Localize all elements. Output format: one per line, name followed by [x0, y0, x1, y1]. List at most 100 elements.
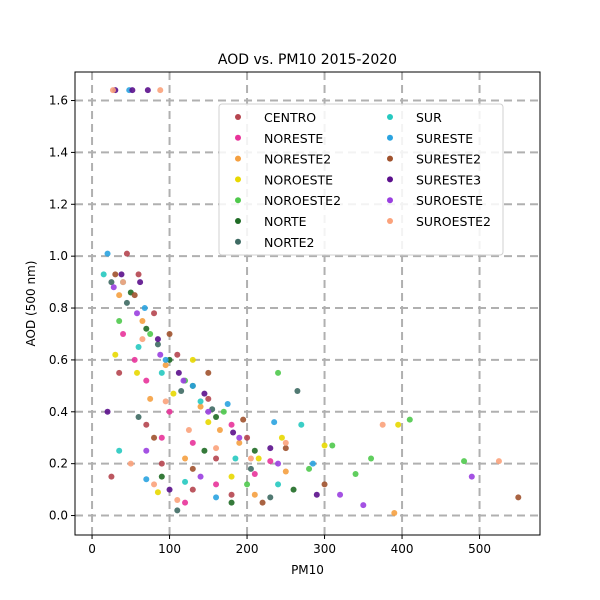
data-point — [275, 460, 282, 467]
legend-label: NORTE — [264, 214, 307, 229]
data-point — [147, 395, 154, 402]
data-point — [230, 429, 237, 436]
data-point — [135, 343, 142, 350]
data-point — [189, 486, 196, 493]
series-noroeste — [112, 351, 402, 496]
legend-marker — [235, 238, 241, 245]
data-point — [251, 471, 258, 478]
data-point — [166, 330, 173, 337]
legend-label: NOROESTE — [264, 172, 333, 187]
data-point — [144, 87, 151, 94]
data-point — [135, 413, 142, 420]
data-point — [123, 250, 130, 257]
data-point — [134, 310, 140, 317]
data-point — [175, 369, 182, 376]
legend-box — [218, 103, 504, 256]
data-point — [290, 486, 297, 493]
data-point — [197, 473, 204, 480]
data-point — [180, 377, 187, 384]
data-point — [228, 421, 235, 428]
data-point — [267, 458, 274, 465]
data-point — [205, 369, 212, 376]
plot-frame — [74, 71, 541, 536]
legend-marker — [235, 134, 241, 141]
data-point — [282, 468, 289, 475]
data-point — [309, 460, 316, 467]
data-point — [240, 416, 247, 423]
data-point — [157, 351, 164, 358]
data-point — [116, 369, 123, 376]
data-point — [282, 445, 289, 452]
data-point — [213, 413, 220, 420]
series-sureste2 — [112, 271, 522, 506]
data-point — [127, 460, 134, 467]
data-point — [116, 292, 123, 299]
data-point — [228, 473, 235, 480]
data-point — [294, 388, 301, 395]
data-point — [166, 408, 173, 415]
data-point — [306, 465, 313, 472]
series-centro — [108, 250, 251, 498]
y-tick-label: 1.6 — [49, 94, 68, 108]
data-point — [151, 310, 158, 317]
data-point — [112, 351, 119, 358]
legend-label: SURESTE3 — [416, 172, 481, 187]
x-tick-label: 200 — [236, 542, 259, 556]
data-point — [143, 447, 150, 454]
data-point — [162, 398, 169, 405]
data-point — [329, 442, 336, 449]
data-point — [151, 434, 158, 441]
x-tick-label: 100 — [158, 542, 181, 556]
data-point — [259, 499, 266, 506]
data-point — [158, 434, 165, 441]
data-point — [157, 87, 164, 94]
y-tick-label: 1.4 — [49, 145, 68, 159]
data-point — [178, 388, 185, 395]
data-point — [255, 455, 262, 462]
legend-label: SUROESTE — [416, 193, 483, 208]
data-point — [278, 434, 285, 441]
data-point — [143, 377, 150, 384]
legend-label: SURESTE — [416, 131, 473, 146]
y-tick-label: 0.6 — [49, 353, 68, 367]
data-point — [139, 336, 146, 343]
data-point — [123, 299, 130, 306]
data-point — [201, 390, 208, 397]
data-points — [100, 87, 522, 516]
y-tick-label: 0.2 — [49, 457, 68, 471]
data-point — [236, 434, 243, 441]
data-point — [368, 455, 375, 462]
data-point — [321, 442, 328, 449]
legend-marker — [387, 197, 393, 204]
data-point — [112, 271, 119, 278]
legend-marker — [387, 114, 393, 120]
series-noreste2 — [116, 292, 398, 516]
data-point — [197, 398, 204, 405]
legend-marker — [235, 155, 241, 162]
data-point — [197, 403, 204, 410]
legend-label: SUR — [416, 110, 442, 125]
data-point — [391, 509, 398, 516]
legend-label: SUROESTE2 — [416, 214, 491, 229]
data-point — [213, 445, 220, 452]
data-point — [406, 416, 413, 423]
data-point — [236, 439, 243, 446]
data-point — [298, 421, 305, 428]
x-tick-label: 500 — [468, 542, 491, 556]
data-point — [158, 369, 165, 376]
legend-label: CENTRO — [264, 110, 316, 125]
legend-marker — [387, 155, 393, 162]
data-point — [379, 421, 386, 428]
y-tick-label: 0.0 — [49, 509, 68, 523]
data-point — [170, 390, 177, 397]
y-tick-label: 1.2 — [49, 197, 68, 211]
series-norte2 — [108, 279, 301, 514]
data-point — [174, 507, 181, 514]
data-point — [109, 87, 116, 94]
data-point — [182, 499, 189, 506]
data-point — [321, 481, 328, 488]
data-point — [166, 486, 173, 493]
y-tick-label: 0.8 — [49, 301, 68, 315]
